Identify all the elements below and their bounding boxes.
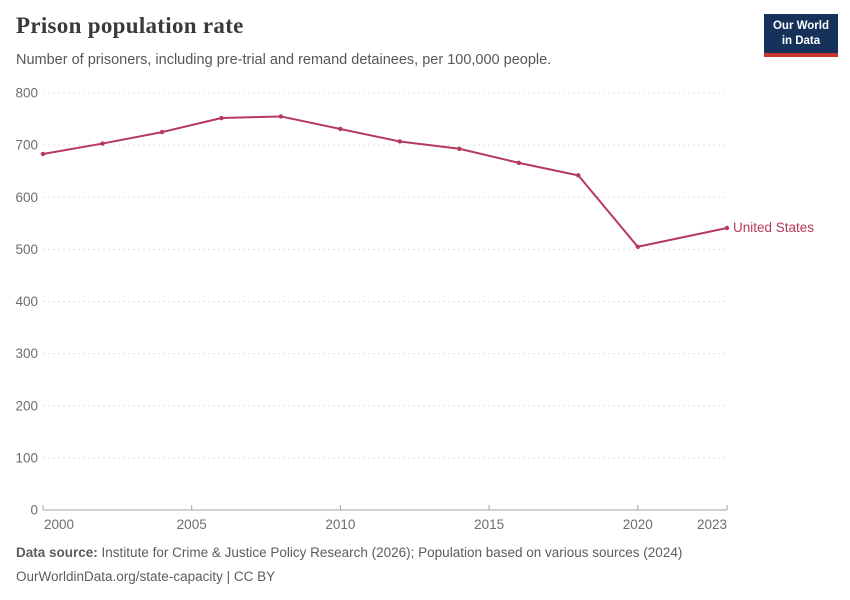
series-line[interactable] <box>42 115 728 248</box>
owid-logo-line2: in Data <box>781 34 821 47</box>
data-point[interactable] <box>397 139 403 144</box>
y-tick-label: 300 <box>15 346 38 361</box>
owid-logo-line1: Our World <box>772 20 829 32</box>
data-point[interactable] <box>159 129 165 135</box>
x-tick-label: 2000 <box>44 517 74 532</box>
data-point[interactable] <box>516 160 522 166</box>
data-point[interactable] <box>219 115 224 121</box>
y-tick-label: 0 <box>30 503 38 518</box>
y-tick-label: 700 <box>15 138 38 153</box>
chart-subtitle: Number of prisoners, including pre-trial… <box>16 52 552 68</box>
data-point[interactable] <box>576 173 581 178</box>
x-tick-label: 2015 <box>474 517 504 532</box>
data-point[interactable] <box>278 114 284 119</box>
x-tick-label: 2023 <box>697 517 727 532</box>
y-tick-label: 200 <box>15 398 38 413</box>
data-point[interactable] <box>457 146 462 151</box>
data-point[interactable] <box>338 126 343 132</box>
data-source-line: Data source: Institute for Crime & Justi… <box>16 541 836 565</box>
x-tick-label: 2010 <box>325 517 355 532</box>
y-tick-label: 800 <box>15 86 38 101</box>
y-tick-label: 500 <box>15 242 38 257</box>
data-point[interactable] <box>635 244 640 249</box>
data-point[interactable] <box>40 151 46 157</box>
y-tick-label: 100 <box>15 450 38 465</box>
owid-logo[interactable]: Our World in Data <box>763 14 838 57</box>
data-source-text: Institute for Crime & Justice Policy Res… <box>101 545 683 560</box>
series-end-label[interactable]: United States <box>733 220 815 235</box>
y-tick-label: 400 <box>15 294 38 309</box>
page-title: Prison population rate <box>16 13 244 38</box>
x-tick-label: 2020 <box>623 517 653 532</box>
x-tick-label: 2005 <box>177 517 207 532</box>
y-tick-label: 600 <box>15 190 38 205</box>
footer: Data source: Institute for Crime & Justi… <box>16 541 836 590</box>
data-source-label: Data source: <box>16 545 98 560</box>
data-point[interactable] <box>100 141 105 146</box>
data-point[interactable] <box>724 225 730 231</box>
owid-link-line[interactable]: OurWorldinData.org/state-capacity | CC B… <box>16 569 276 585</box>
